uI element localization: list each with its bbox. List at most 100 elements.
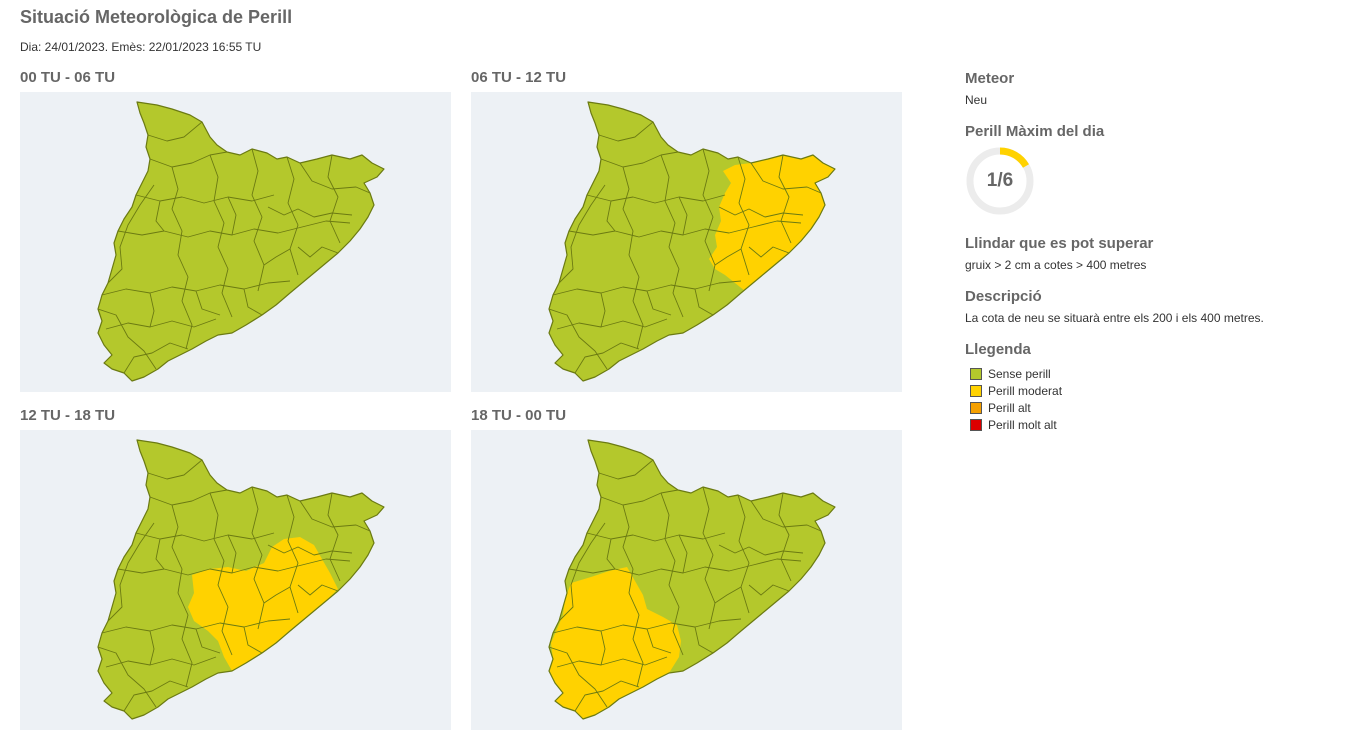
comarca-border xyxy=(297,246,339,258)
region-borders xyxy=(98,121,371,374)
comarca-border xyxy=(98,308,157,370)
threshold-value: gruix > 2 cm a cotes > 400 metres xyxy=(965,258,1147,272)
map-title: 12 TU - 18 TU xyxy=(20,407,116,424)
comarca-border xyxy=(737,494,750,614)
region-perill-moderat[interactable] xyxy=(188,537,338,671)
comarca-border xyxy=(714,586,742,604)
comarca-border xyxy=(299,162,371,194)
comarca-border xyxy=(286,494,299,614)
threshold-section: Llindar que es pot superar gruix > 2 cm … xyxy=(965,235,1325,272)
comarca-border xyxy=(622,166,644,350)
map-panel-2: 06 TU - 12 TU xyxy=(471,70,902,392)
map-box xyxy=(20,92,451,392)
comarca-border xyxy=(556,656,668,668)
danger-gauge: 1/6 xyxy=(965,146,1035,216)
comarca-border xyxy=(737,156,750,276)
gauge-ring xyxy=(966,147,1034,215)
comarca-border xyxy=(600,630,606,666)
map-box xyxy=(471,92,902,392)
comarca-border xyxy=(227,196,237,236)
comarca-border xyxy=(263,248,291,266)
threshold-title: Llindar que es pot superar xyxy=(965,235,1154,252)
comarca-border xyxy=(105,318,217,330)
comarca-border xyxy=(135,194,275,204)
comarca-border xyxy=(149,489,228,506)
map-box xyxy=(471,430,902,730)
map-panel-1: 00 TU - 06 TU xyxy=(20,70,451,392)
comarca-border xyxy=(149,292,155,328)
comarca-border xyxy=(600,292,606,328)
comarca-border xyxy=(195,290,221,316)
legend-label: Perill alt xyxy=(988,400,1031,415)
comarca-border xyxy=(694,626,714,654)
meteor-value: Neu xyxy=(965,93,988,107)
comarca-border xyxy=(243,288,263,316)
description-section: Descripció La cota de neu se situarà ent… xyxy=(965,288,1325,325)
comarca-border xyxy=(209,154,233,318)
comarca-border xyxy=(98,646,157,708)
legend-swatch xyxy=(970,367,982,380)
comarca-border xyxy=(558,184,606,284)
comarca-border xyxy=(600,151,679,168)
max-danger-title: Perill Màxim del dia xyxy=(965,123,1105,140)
catalonia-map[interactable] xyxy=(20,430,451,730)
comarca-border xyxy=(549,646,608,708)
description-title: Descripció xyxy=(965,288,1042,305)
gauge-value: 1/6 xyxy=(986,170,1014,191)
page-title: Situació Meteorològica de Perill xyxy=(20,7,293,27)
gauge-arc xyxy=(999,147,1030,168)
legend-label: Sense perill xyxy=(988,366,1051,381)
comarca-border xyxy=(714,248,742,266)
comarca-border xyxy=(586,194,726,204)
comarca-border xyxy=(556,318,668,330)
region-perill-moderat[interactable] xyxy=(709,155,835,291)
comarca-border xyxy=(147,121,203,142)
catalonia-outline xyxy=(548,439,836,720)
legend-title: Llegenda xyxy=(965,341,1031,358)
comarca-border xyxy=(123,680,189,712)
comarca-border xyxy=(149,151,228,168)
comarca-border xyxy=(195,628,221,654)
catalonia-map[interactable] xyxy=(471,92,902,392)
comarca-border xyxy=(622,504,644,688)
comarca-border xyxy=(778,154,792,244)
catalonia-map[interactable] xyxy=(20,92,451,392)
comarca-border xyxy=(574,680,640,712)
comarca-border xyxy=(646,628,672,654)
catalonia-outline xyxy=(548,101,836,382)
comarca-border xyxy=(606,200,616,232)
region-borders xyxy=(549,459,822,712)
catalonia-outline xyxy=(97,101,385,382)
legend-item-sense-perill: Sense perill xyxy=(965,365,1062,382)
comarca-border xyxy=(646,290,672,316)
comarca-border xyxy=(748,246,790,258)
region-perill-moderat[interactable] xyxy=(549,567,681,719)
comarca-border xyxy=(171,504,193,688)
comarca-border xyxy=(107,184,155,284)
comarca-border xyxy=(748,584,790,596)
legend-item-perill-moderat: Perill moderat xyxy=(965,382,1062,399)
legend-list: Sense perill Perill moderat Perill alt P… xyxy=(965,365,1062,433)
comarca-border xyxy=(155,538,165,570)
comarca-border xyxy=(327,492,341,582)
comarca-border xyxy=(558,522,606,622)
region-sense-perill[interactable] xyxy=(98,102,384,381)
legend-swatch xyxy=(970,418,982,431)
page-subtitle: Dia: 24/01/2023. Emès: 22/01/2023 16:55 … xyxy=(20,40,262,54)
map-title: 06 TU - 12 TU xyxy=(471,69,567,86)
comarca-border xyxy=(598,459,654,480)
comarca-border xyxy=(227,534,237,574)
map-panel-3: 12 TU - 18 TU xyxy=(20,408,451,730)
meteor-section: Meteor Neu xyxy=(965,70,1014,107)
comarca-border xyxy=(598,121,654,142)
map-box xyxy=(20,430,451,730)
comarca-border xyxy=(105,656,217,668)
legend-item-perill-alt: Perill alt xyxy=(965,399,1062,416)
catalonia-map[interactable] xyxy=(471,430,902,730)
legend-swatch xyxy=(970,384,982,397)
comarca-border xyxy=(718,206,804,218)
map-panel-4: 18 TU - 00 TU xyxy=(471,408,902,730)
comarca-border xyxy=(286,156,299,276)
comarca-border xyxy=(750,500,822,532)
comarca-border xyxy=(778,492,792,582)
